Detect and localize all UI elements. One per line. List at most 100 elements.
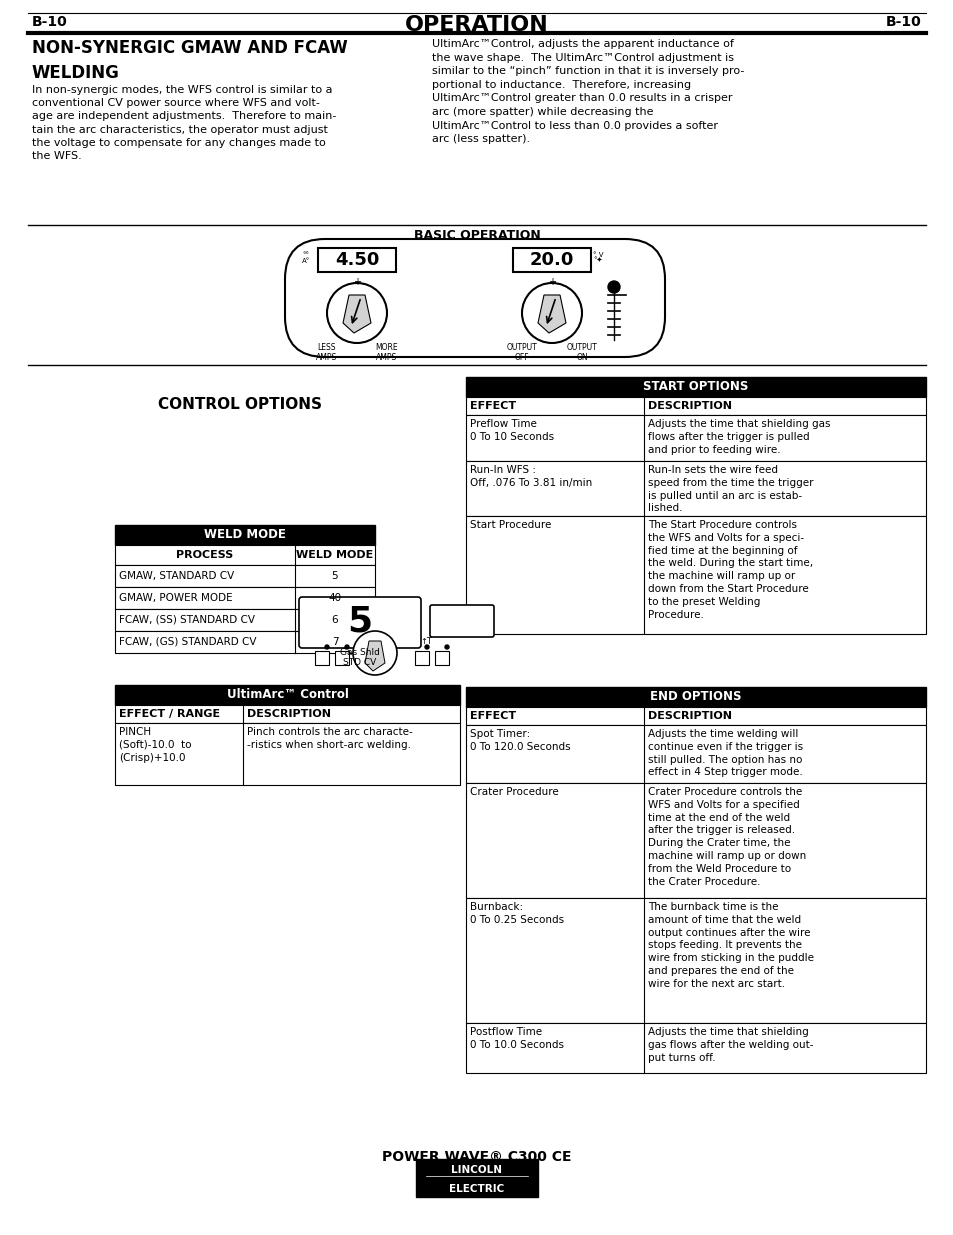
Bar — [465, 377, 925, 396]
Text: +: + — [547, 277, 556, 287]
Text: The Start Procedure controls
the WFS and Volts for a speci-
fied time at the beg: The Start Procedure controls the WFS and… — [647, 520, 812, 620]
Text: UltimArc™ Control: UltimArc™ Control — [226, 688, 348, 701]
Text: STD CV: STD CV — [343, 658, 376, 667]
Text: LINCOLN: LINCOLN — [451, 1165, 502, 1174]
Text: B-10: B-10 — [885, 15, 921, 28]
Circle shape — [345, 645, 349, 650]
FancyBboxPatch shape — [285, 240, 664, 357]
Circle shape — [325, 645, 329, 650]
Text: PINCH
(Soft)-10.0  to
(Crisp)+10.0: PINCH (Soft)-10.0 to (Crisp)+10.0 — [119, 727, 192, 762]
Text: START OPTIONS: START OPTIONS — [642, 380, 748, 394]
Circle shape — [353, 631, 396, 676]
Bar — [115, 587, 375, 609]
Bar — [115, 525, 375, 545]
Text: 4.50: 4.50 — [335, 251, 378, 269]
Text: Burnback:
0 To 0.25 Seconds: Burnback: 0 To 0.25 Seconds — [470, 902, 563, 925]
Text: Start Procedure: Start Procedure — [470, 520, 551, 530]
Text: EFFECT: EFFECT — [470, 401, 516, 411]
Text: FCAW, (SS) STANDARD CV: FCAW, (SS) STANDARD CV — [119, 615, 254, 625]
Text: Preflow Time
0 To 10 Seconds: Preflow Time 0 To 10 Seconds — [470, 419, 554, 442]
Text: ° V: ° V — [593, 252, 603, 258]
Polygon shape — [537, 295, 565, 333]
Text: NON-SYNERGIC GMAW AND FCAW
WELDING: NON-SYNERGIC GMAW AND FCAW WELDING — [32, 40, 348, 82]
Bar — [465, 687, 925, 706]
Text: WELD MODE: WELD MODE — [204, 529, 286, 541]
Text: LESS
AMPS: LESS AMPS — [316, 343, 337, 362]
Text: 20.0: 20.0 — [529, 251, 574, 269]
Text: °✦: °✦ — [593, 258, 601, 264]
Bar — [415, 651, 429, 664]
FancyBboxPatch shape — [298, 597, 420, 648]
Text: DESCRIPTION: DESCRIPTION — [647, 711, 731, 721]
Text: A°: A° — [302, 258, 310, 264]
Text: OUTPUT
OFF: OUTPUT OFF — [506, 343, 537, 362]
Text: BASIC OPERATION: BASIC OPERATION — [414, 228, 539, 242]
Text: UltimArc™Control, adjusts the apparent inductance of
the wave shape.  The UltimA: UltimArc™Control, adjusts the apparent i… — [432, 40, 743, 144]
Text: WELD MODE: WELD MODE — [296, 550, 374, 559]
Bar — [115, 722, 459, 785]
Polygon shape — [343, 295, 371, 333]
Text: +: + — [353, 277, 360, 287]
Bar — [465, 461, 925, 516]
Text: END OPTIONS: END OPTIONS — [650, 690, 741, 704]
Text: °°: °° — [302, 252, 309, 258]
Bar — [115, 705, 459, 722]
Text: FCAW, (GS) STANDARD CV: FCAW, (GS) STANDARD CV — [119, 637, 256, 647]
Bar — [465, 396, 925, 415]
Text: 6: 6 — [332, 615, 338, 625]
Bar — [513, 248, 590, 272]
Bar — [314, 651, 329, 664]
Bar — [465, 898, 925, 1023]
Text: DESCRIPTION: DESCRIPTION — [647, 401, 731, 411]
Text: Crater Procedure controls the
WFS and Volts for a specified
time at the end of t: Crater Procedure controls the WFS and Vo… — [647, 787, 805, 887]
Text: ELECTRIC: ELECTRIC — [449, 1184, 504, 1194]
Text: B-10: B-10 — [32, 15, 68, 28]
Text: 40: 40 — [328, 593, 341, 603]
Text: OPERATION: OPERATION — [405, 15, 548, 35]
Circle shape — [521, 283, 581, 343]
Text: Run-In sets the wire feed
speed from the time the trigger
is pulled until an arc: Run-In sets the wire feed speed from the… — [647, 466, 813, 514]
Text: Adjusts the time that shielding
gas flows after the welding out-
put turns off.: Adjusts the time that shielding gas flow… — [647, 1028, 813, 1062]
Bar — [115, 564, 375, 587]
Text: Adjusts the time welding will
continue even if the trigger is
still pulled. The : Adjusts the time welding will continue e… — [647, 729, 802, 777]
Text: POWER WAVE® C300 CE: POWER WAVE® C300 CE — [382, 1150, 571, 1165]
Text: MORE
AMPS: MORE AMPS — [375, 343, 398, 362]
Bar — [465, 1023, 925, 1073]
Bar — [465, 415, 925, 461]
Text: Adjusts the time that shielding gas
flows after the trigger is pulled
and prior : Adjusts the time that shielding gas flow… — [647, 419, 830, 454]
Polygon shape — [365, 641, 385, 671]
Bar — [465, 516, 925, 634]
Text: 7: 7 — [332, 637, 338, 647]
Bar — [115, 631, 375, 653]
Text: Crater Procedure: Crater Procedure — [470, 787, 558, 797]
Text: Run-In WFS :
Off, .076 To 3.81 in/min: Run-In WFS : Off, .076 To 3.81 in/min — [470, 466, 592, 488]
Text: In non-synergic modes, the WFS control is similar to a
conventional CV power sou: In non-synergic modes, the WFS control i… — [32, 85, 336, 161]
Text: ↑T: ↑T — [419, 637, 432, 646]
Bar — [465, 725, 925, 783]
Bar — [416, 1158, 537, 1197]
Text: EFFECT: EFFECT — [470, 711, 516, 721]
Bar — [465, 706, 925, 725]
Bar — [115, 609, 375, 631]
FancyBboxPatch shape — [430, 605, 494, 637]
Bar — [115, 545, 375, 564]
Text: EFFECT / RANGE: EFFECT / RANGE — [119, 709, 220, 719]
Text: GMAW, STANDARD CV: GMAW, STANDARD CV — [119, 571, 234, 580]
Bar — [115, 685, 459, 705]
Circle shape — [327, 283, 387, 343]
Text: PROCESS: PROCESS — [176, 550, 233, 559]
Text: Pinch controls the arc characte-
-ristics when short-arc welding.: Pinch controls the arc characte- -ristic… — [247, 727, 413, 750]
Bar — [317, 248, 395, 272]
Text: Gas Shld: Gas Shld — [339, 648, 379, 657]
Text: 5: 5 — [332, 571, 338, 580]
Bar — [435, 651, 449, 664]
Bar — [465, 783, 925, 898]
Text: OUTPUT
ON: OUTPUT ON — [566, 343, 597, 362]
Text: GMAW, POWER MODE: GMAW, POWER MODE — [119, 593, 233, 603]
Text: DESCRIPTION: DESCRIPTION — [247, 709, 331, 719]
Text: Spot Timer:
0 To 120.0 Seconds: Spot Timer: 0 To 120.0 Seconds — [470, 729, 570, 752]
Text: Postflow Time
0 To 10.0 Seconds: Postflow Time 0 To 10.0 Seconds — [470, 1028, 563, 1050]
Circle shape — [424, 645, 429, 650]
Text: 5: 5 — [347, 605, 373, 638]
Text: CONTROL OPTIONS: CONTROL OPTIONS — [158, 396, 322, 412]
